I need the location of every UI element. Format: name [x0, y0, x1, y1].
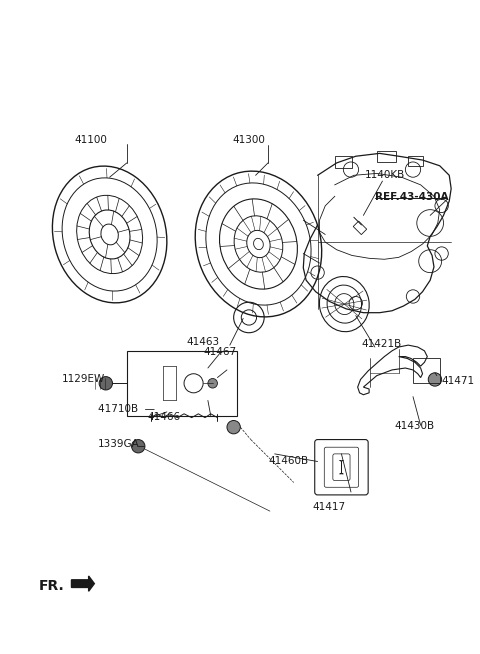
- Text: 1129EW: 1129EW: [62, 373, 105, 384]
- Bar: [413, 358, 440, 383]
- Circle shape: [227, 421, 240, 434]
- FancyBboxPatch shape: [315, 439, 368, 495]
- Text: 41460B: 41460B: [268, 456, 308, 466]
- Text: REF.43-430A: REF.43-430A: [375, 192, 448, 203]
- Circle shape: [132, 439, 145, 453]
- Text: 41430B: 41430B: [395, 421, 435, 432]
- Text: 41471: 41471: [442, 375, 475, 386]
- Circle shape: [208, 379, 217, 388]
- Text: 41300: 41300: [232, 135, 265, 145]
- Bar: [335, 156, 352, 167]
- Text: FR.: FR.: [39, 579, 65, 593]
- Polygon shape: [72, 576, 95, 591]
- Text: 41417: 41417: [312, 502, 346, 511]
- Circle shape: [428, 373, 442, 386]
- Text: 41421B: 41421B: [361, 339, 402, 349]
- Text: 41100: 41100: [74, 135, 107, 145]
- Bar: [127, 351, 237, 416]
- Bar: [377, 150, 396, 162]
- Text: 1140KB: 1140KB: [365, 169, 406, 180]
- Bar: [353, 221, 367, 235]
- Text: 1339GA: 1339GA: [98, 439, 140, 449]
- Bar: [408, 156, 423, 165]
- Circle shape: [99, 377, 112, 390]
- Text: 41463: 41463: [187, 337, 220, 347]
- Text: 41710B  —: 41710B —: [98, 404, 155, 414]
- Text: 41467: 41467: [203, 347, 236, 357]
- Text: 41466: 41466: [148, 412, 181, 422]
